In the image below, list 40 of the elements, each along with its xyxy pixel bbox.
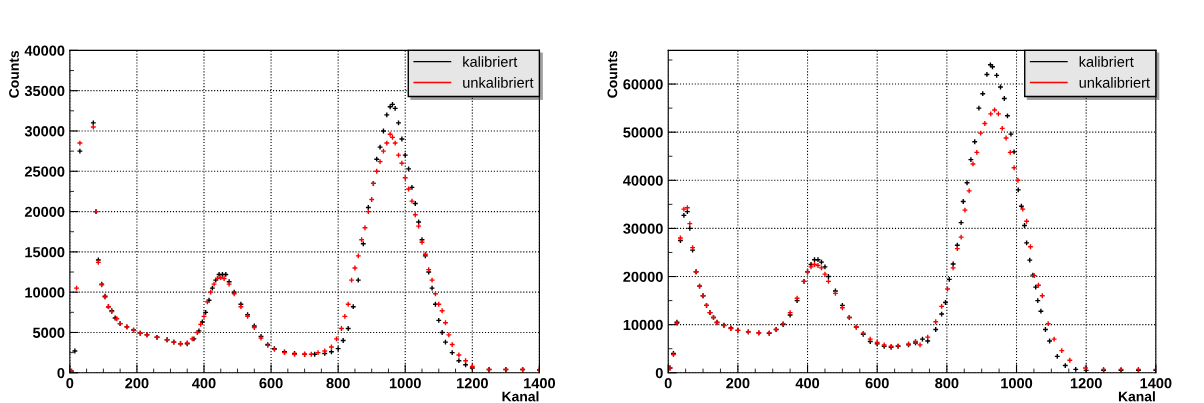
y-axis-title: Counts [607, 50, 618, 98]
x-tick-label: 1000 [1001, 378, 1033, 389]
legend-label: kalibriert [463, 56, 518, 67]
y-tick-label: 50000 [623, 127, 663, 138]
x-tick-label: 1200 [1070, 378, 1102, 389]
y-tick-label: 20000 [623, 271, 663, 282]
y-axis-title: Counts [9, 50, 19, 98]
y-tick-label: 0 [655, 367, 663, 379]
x-tick-label: 200 [726, 378, 750, 389]
y-tick-label: 20000 [24, 206, 65, 217]
x-axis-title: Kanal [502, 391, 539, 402]
x-tick-label: 200 [125, 378, 149, 389]
x-tick-label: 600 [865, 378, 889, 389]
x-tick-label: 0 [66, 378, 74, 389]
y-tick-label: 5000 [32, 327, 65, 338]
x-tick-label: 800 [326, 378, 350, 389]
y-tick-label: 30000 [623, 223, 663, 234]
x-tick-label: 800 [935, 378, 959, 389]
y-tick-label: 30000 [24, 126, 65, 137]
x-tick-label: 1400 [524, 378, 556, 389]
x-tick-label: 1000 [389, 378, 421, 389]
y-tick-label: 0 [57, 367, 65, 379]
y-tick-label: 60000 [623, 79, 663, 90]
x-axis-title: Kanal [1118, 391, 1155, 402]
y-tick-label: 10000 [623, 319, 663, 331]
legend-label: unkalibriert [463, 77, 534, 88]
y-tick-label: 40000 [24, 45, 65, 56]
y-tick-label: 10000 [25, 287, 65, 298]
y-tick-label: 15000 [25, 246, 65, 258]
legend-label: kalibriert [1079, 56, 1134, 67]
x-tick-label: 1200 [457, 378, 488, 389]
x-tick-label: 1400 [1140, 378, 1172, 389]
y-tick-label: 40000 [623, 175, 663, 186]
y-tick-label: 25000 [24, 166, 65, 177]
x-tick-label: 0 [664, 378, 672, 389]
x-tick-label: 600 [259, 378, 283, 389]
y-tick-label: 35000 [24, 85, 65, 97]
x-tick-label: 400 [795, 378, 820, 389]
legend-label: unkalibriert [1079, 77, 1150, 88]
x-tick-label: 400 [192, 378, 216, 389]
